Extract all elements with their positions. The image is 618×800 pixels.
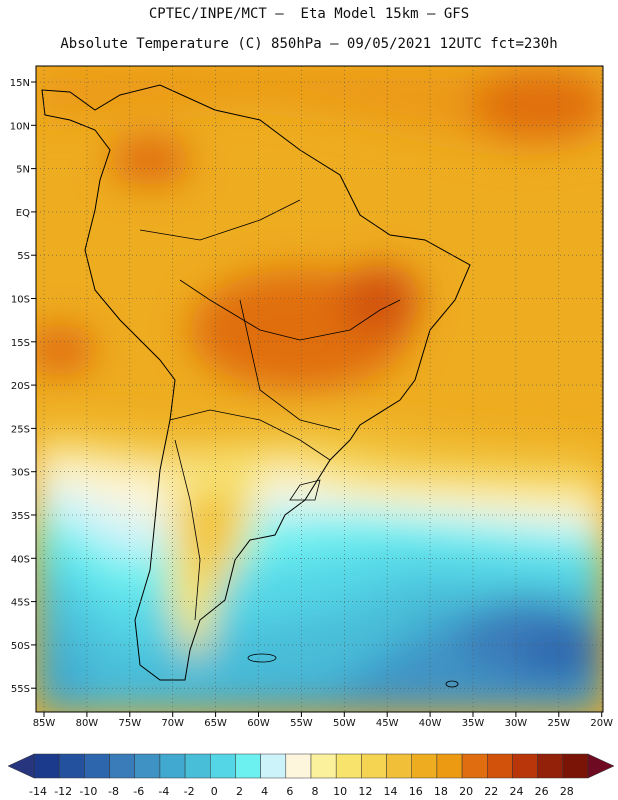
- map-frame: [35, 65, 604, 713]
- longitude-axis: 85W 80W 75W 70W 65W 60W 55W 50W 45W 40W 35W 30W 25W 2…: [33, 712, 613, 729]
- lon-tick-label: 25W: [547, 718, 570, 729]
- lon-tick-label: 20W: [590, 718, 613, 729]
- lat-tick-label: 25S: [11, 424, 30, 435]
- colorbar-label: 2: [236, 785, 243, 798]
- lat-tick-label: EQ: [16, 208, 30, 219]
- header-title-line2: Absolute Temperature (C) 850hPa – 09/05/…: [60, 36, 558, 52]
- lat-tick-label: 10N: [10, 121, 30, 132]
- colorbar-min-arrow: [7, 753, 35, 779]
- lon-tick-label: 85W: [33, 718, 56, 729]
- lat-tick-label: 30S: [11, 468, 30, 479]
- colorbar-label: 26: [535, 785, 549, 798]
- colorbar-label: 8: [312, 785, 319, 798]
- lon-tick-label: 35W: [462, 718, 485, 729]
- graticule: [36, 66, 603, 712]
- colorbar-label: -2: [184, 785, 195, 798]
- colorbar-label: 24: [509, 785, 523, 798]
- lon-tick-label: 60W: [247, 718, 270, 729]
- colorbar-label: 14: [384, 785, 398, 798]
- colorbar-swatch: [285, 753, 312, 779]
- colorbar-swatch: [335, 753, 362, 779]
- colorbar-label: -10: [79, 785, 97, 798]
- lat-tick-label: 5N: [16, 165, 30, 176]
- colorbar-max-arrow: [587, 753, 615, 779]
- lon-tick-label: 40W: [419, 718, 442, 729]
- lon-tick-label: 80W: [76, 718, 99, 729]
- colorbar-label: -8: [108, 785, 119, 798]
- colorbar-label: 28: [560, 785, 574, 798]
- colorbar-swatch: [134, 753, 161, 779]
- colorbar-swatch: [461, 753, 488, 779]
- colorbar-swatch: [436, 753, 463, 779]
- colorbar-label: -14: [29, 785, 47, 798]
- colorbar-label: 0: [211, 785, 218, 798]
- colorbar-swatch: [386, 753, 412, 779]
- colorbar-swatch: [310, 753, 337, 779]
- colorbar-label: -12: [54, 785, 72, 798]
- colorbar-label: 12: [358, 785, 372, 798]
- colorbar-label: -6: [133, 785, 144, 798]
- colorbar-swatch: [562, 753, 589, 779]
- lat-tick-label: 45S: [11, 598, 30, 609]
- lon-tick-label: 65W: [204, 718, 227, 729]
- colorbar-swatch: [159, 753, 186, 779]
- colorbar-swatch: [411, 753, 438, 779]
- colorbar: -14 -12 -10 -8 -6 -4 -2 0 2 4 6 8 10 12 14 16 18 20 22 24 26…: [7, 753, 615, 798]
- lon-tick-label: 70W: [161, 718, 184, 729]
- colorbar-label: 16: [409, 785, 423, 798]
- colorbar-label: 10: [333, 785, 347, 798]
- lon-tick-label: 45W: [376, 718, 399, 729]
- latitude-axis: 15N 10N 5N EQ 5S 10S 15S 20S 25S 30S 35S 40S 45S 50S 5…: [10, 78, 36, 695]
- lat-tick-label: 35S: [11, 511, 30, 522]
- colorbar-swatch: [487, 753, 513, 779]
- colorbar-swatch: [512, 753, 538, 779]
- continent-outline: [41, 84, 471, 681]
- colorbar-swatch: [361, 753, 387, 779]
- colorbar-label: 20: [459, 785, 473, 798]
- colorbar-label: 22: [484, 785, 498, 798]
- colorbar-swatch: [33, 753, 60, 779]
- header-title-line1: CPTEC/INPE/MCT – Eta Model 15km – GFS: [148, 6, 470, 22]
- lon-tick-label: 50W: [333, 718, 356, 729]
- lon-tick-label: 30W: [505, 718, 528, 729]
- lat-tick-label: 15S: [11, 338, 30, 349]
- lat-tick-label: 10S: [11, 295, 30, 306]
- colorbar-swatch: [58, 753, 85, 779]
- colorbar-swatch: [537, 753, 564, 779]
- colorbar-swatch: [184, 753, 211, 779]
- colorbar-swatch: [260, 753, 287, 779]
- colorbar-swatch: [210, 753, 236, 779]
- colorbar-swatch: [84, 753, 110, 779]
- colorbar-label: 18: [434, 785, 448, 798]
- lat-tick-label: 20S: [11, 381, 30, 392]
- temperature-field: [36, 66, 603, 712]
- colorbar-label: -4: [158, 785, 169, 798]
- colorbar-label: 4: [261, 785, 268, 798]
- lat-tick-label: 55S: [11, 684, 30, 695]
- lat-tick-label: 5S: [17, 251, 30, 262]
- colorbar-swatch: [109, 753, 135, 779]
- colorbar-swatch: [235, 753, 261, 779]
- colorbar-label: 6: [286, 785, 293, 798]
- lat-tick-label: 50S: [11, 641, 30, 652]
- lon-tick-label: 75W: [118, 718, 141, 729]
- lat-tick-label: 15N: [10, 78, 30, 89]
- lon-tick-label: 55W: [290, 718, 313, 729]
- lat-tick-label: 40S: [11, 554, 30, 565]
